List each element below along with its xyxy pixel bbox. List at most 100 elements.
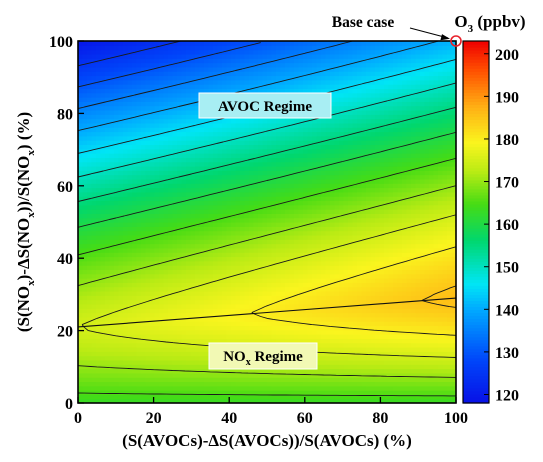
heatmap-cell (195, 200, 201, 206)
heatmap-cell (276, 118, 282, 124)
heatmap-cell (177, 170, 183, 176)
heatmap-cell (262, 118, 268, 124)
heatmap-cell (249, 282, 255, 288)
heatmap-cell (285, 368, 291, 374)
heatmap-cell (195, 338, 201, 344)
heatmap-cell (298, 299, 304, 305)
heatmap-cell (258, 321, 264, 327)
heatmap-cell (82, 165, 88, 171)
heatmap-cell (312, 122, 318, 128)
heatmap-cell (172, 226, 178, 232)
heatmap-cell (240, 131, 246, 137)
heatmap-cell (114, 165, 120, 171)
heatmap-cell (325, 75, 331, 81)
heatmap-cell (204, 282, 210, 288)
heatmap-cell (114, 381, 120, 387)
heatmap-cell (145, 252, 151, 258)
heatmap-cell (312, 325, 318, 331)
heatmap-cell (190, 325, 196, 331)
heatmap-cell (132, 269, 138, 275)
heatmap-cell (127, 295, 133, 301)
heatmap-cell (87, 88, 93, 94)
heatmap-cell (334, 88, 340, 94)
heatmap-cell (262, 62, 268, 68)
heatmap-cell (190, 278, 196, 283)
heatmap-cell (235, 200, 241, 206)
heatmap-cell (100, 321, 106, 327)
heatmap-cell (91, 122, 97, 128)
heatmap-cell (249, 394, 255, 400)
heatmap-cell (114, 256, 120, 262)
heatmap-cell (222, 118, 228, 124)
heatmap-cell (240, 247, 246, 253)
heatmap-cell (177, 381, 183, 387)
heatmap-cell (208, 338, 214, 344)
heatmap-cell (159, 92, 165, 98)
heatmap-cell (289, 247, 295, 253)
heatmap-cell (141, 118, 147, 124)
heatmap-cell (235, 71, 241, 77)
heatmap-cell (204, 364, 210, 370)
heatmap-cell (217, 127, 223, 133)
heatmap-cell (132, 178, 138, 184)
heatmap-cell (312, 196, 318, 202)
heatmap-cell (186, 213, 192, 219)
heatmap-cell (127, 342, 133, 348)
heatmap-cell (91, 191, 97, 197)
heatmap-cell (96, 191, 102, 197)
heatmap-cell (154, 183, 160, 189)
heatmap-cell (294, 325, 300, 331)
heatmap-cell (87, 118, 93, 124)
heatmap-cell (136, 342, 142, 348)
heatmap-cell (132, 209, 138, 214)
heatmap-cell (285, 295, 291, 301)
heatmap-cell (105, 364, 111, 370)
heatmap-cell (199, 53, 205, 59)
heatmap-cell (226, 252, 232, 258)
heatmap-cell (262, 140, 268, 146)
heatmap-cell (240, 84, 246, 90)
heatmap-cell (136, 157, 142, 163)
heatmap-cell (82, 144, 88, 150)
heatmap-cell (163, 329, 169, 335)
heatmap-cell (105, 385, 111, 391)
heatmap-cell (181, 161, 187, 167)
heatmap-cell (271, 295, 277, 301)
heatmap-cell (244, 256, 250, 262)
heatmap-cell (78, 114, 84, 120)
heatmap-cell (127, 66, 133, 72)
heatmap-cell (87, 109, 93, 115)
heatmap-cell (285, 49, 291, 55)
heatmap-cell (91, 239, 97, 245)
heatmap-cell (87, 308, 93, 314)
heatmap-cell (258, 161, 264, 167)
heatmap-cell (82, 338, 88, 344)
heatmap-cell (213, 157, 219, 163)
heatmap-cell (132, 41, 138, 46)
heatmap-cell (271, 243, 277, 249)
heatmap-cell (249, 200, 255, 206)
heatmap-cell (271, 273, 277, 279)
heatmap-cell (195, 295, 201, 301)
heatmap-cell (186, 49, 192, 55)
heatmap-cell (240, 265, 246, 271)
heatmap-cell (325, 140, 331, 146)
heatmap-cell (172, 334, 178, 339)
heatmap-cell (240, 329, 246, 335)
heatmap-cell (136, 398, 142, 403)
heatmap-cell (312, 41, 318, 46)
heatmap-cell (298, 131, 304, 137)
heatmap-cell (312, 368, 318, 374)
heatmap-cell (321, 329, 327, 335)
heatmap-cell (114, 170, 120, 176)
heatmap-cell (82, 217, 88, 223)
heatmap-cell (100, 234, 106, 240)
heatmap-cell (303, 368, 309, 374)
heatmap-cell (267, 75, 273, 81)
heatmap-cell (195, 290, 201, 296)
heatmap-cell (172, 303, 178, 309)
heatmap-cell (181, 334, 187, 339)
heatmap-cell (100, 209, 106, 214)
heatmap-cell (258, 222, 264, 227)
heatmap-cell (244, 41, 250, 46)
